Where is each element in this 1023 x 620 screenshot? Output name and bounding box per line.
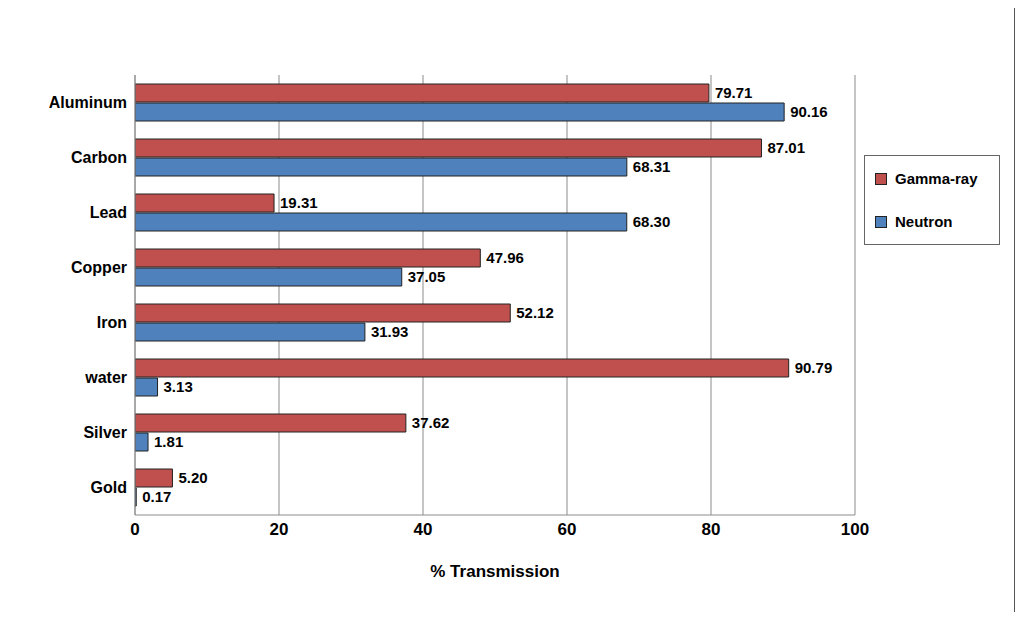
- svg-text:90.79: 90.79: [795, 359, 833, 376]
- svg-text:37.05: 37.05: [408, 268, 446, 285]
- html-text:Neutron: Neutron: [895, 213, 953, 230]
- svg-text:Carbon: Carbon: [71, 149, 127, 166]
- svg-text:90.16: 90.16: [790, 103, 828, 120]
- svg-text:87.01: 87.01: [767, 139, 805, 156]
- svg-text:0: 0: [130, 520, 139, 539]
- svg-text:Copper: Copper: [71, 259, 127, 276]
- svg-text:Iron: Iron: [97, 314, 127, 331]
- svg-text:Gold: Gold: [91, 479, 127, 496]
- svg-text:40: 40: [414, 520, 433, 539]
- svg-text:47.96: 47.96: [486, 249, 524, 266]
- svg-text:0.17: 0.17: [142, 488, 171, 505]
- svg-text:1.81: 1.81: [154, 433, 183, 450]
- svg-text:Silver: Silver: [83, 424, 127, 441]
- html-text:Gamma-ray: Gamma-ray: [895, 170, 978, 187]
- svg-text:20: 20: [270, 520, 289, 539]
- svg-text:60: 60: [558, 520, 577, 539]
- svg-text:water: water: [84, 369, 127, 386]
- svg-text:100: 100: [841, 520, 869, 539]
- svg-text:19.31: 19.31: [280, 194, 318, 211]
- svg-text:68.30: 68.30: [633, 213, 671, 230]
- svg-text:Aluminum: Aluminum: [49, 94, 127, 111]
- svg-text:5.20: 5.20: [178, 469, 207, 486]
- svg-text:31.93: 31.93: [371, 323, 409, 340]
- svg-text:68.31: 68.31: [633, 158, 671, 175]
- svg-text:3.13: 3.13: [164, 378, 193, 395]
- svg-text:52.12: 52.12: [516, 304, 554, 321]
- svg-text:% Transmission: % Transmission: [430, 562, 559, 581]
- svg-text:37.62: 37.62: [412, 414, 450, 431]
- svg-text:80: 80: [702, 520, 721, 539]
- svg-text:Lead: Lead: [90, 204, 127, 221]
- svg-text:79.71: 79.71: [715, 84, 753, 101]
